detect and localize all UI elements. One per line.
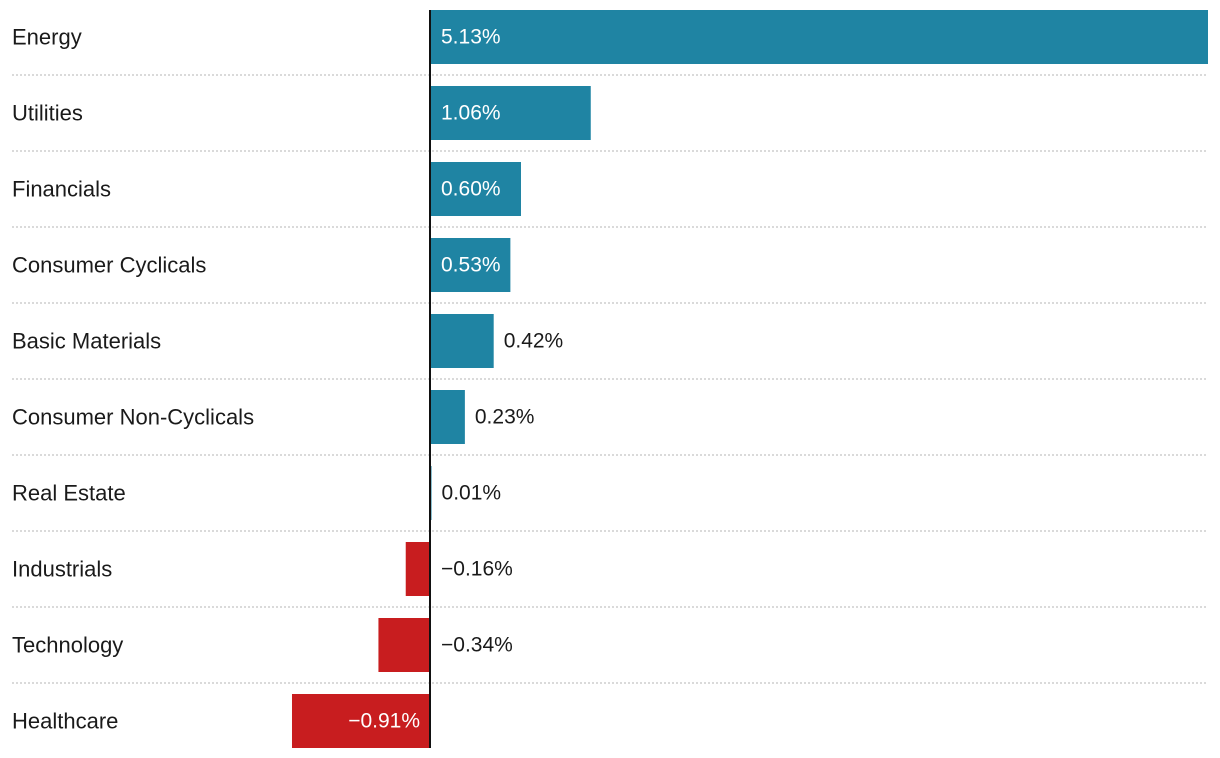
value-label: 0.23% bbox=[475, 406, 535, 429]
value-label: −0.91% bbox=[348, 710, 420, 733]
bar-row-consumer-non-cyclicals: Consumer Non-Cyclicals 0.23% bbox=[12, 390, 1208, 456]
bar-consumer-non-cyclicals bbox=[430, 390, 465, 444]
bar-basic-materials bbox=[430, 314, 494, 368]
value-label: −0.34% bbox=[441, 634, 513, 657]
bar-utilities bbox=[430, 86, 591, 140]
value-label: −0.16% bbox=[441, 558, 513, 581]
category-label: Consumer Cyclicals bbox=[12, 253, 206, 278]
category-label: Basic Materials bbox=[12, 329, 161, 354]
bar-row-consumer-cyclicals: Consumer Cyclicals 0.53% bbox=[12, 238, 1208, 304]
category-label: Energy bbox=[12, 25, 82, 50]
bar-consumer-cyclicals bbox=[430, 238, 511, 292]
bar-row-technology: Technology −0.34% bbox=[12, 618, 1208, 684]
value-label: 0.42% bbox=[504, 330, 564, 353]
bar-industrials bbox=[405, 542, 430, 596]
category-label: Technology bbox=[12, 633, 123, 658]
category-label: Consumer Non-Cyclicals bbox=[12, 405, 254, 430]
bar-row-utilities: Utilities 1.06% bbox=[12, 86, 1208, 152]
category-label: Industrials bbox=[12, 557, 112, 582]
category-label: Real Estate bbox=[12, 481, 126, 506]
bar-financials bbox=[430, 162, 521, 216]
category-label: Financials bbox=[12, 177, 111, 202]
bar-energy bbox=[430, 10, 1208, 64]
bar-row-energy: Energy 5.13% bbox=[12, 10, 1208, 76]
value-label: 0.01% bbox=[442, 482, 502, 505]
bar-row-healthcare: Healthcare −0.91% bbox=[12, 694, 430, 748]
chart-rows: Energy 5.13% Utilities 1.06% Financials 0.60%… bbox=[12, 10, 1208, 748]
bar-row-industrials: Industrials −0.16% bbox=[12, 542, 1208, 608]
value-label: 1.06% bbox=[441, 102, 501, 125]
bar-row-financials: Financials 0.60% bbox=[12, 162, 1208, 228]
bar-row-basic-materials: Basic Materials 0.42% bbox=[12, 314, 1208, 380]
category-label: Utilities bbox=[12, 101, 83, 126]
bar-technology bbox=[378, 618, 430, 672]
value-label: 5.13% bbox=[441, 26, 501, 49]
category-label: Healthcare bbox=[12, 709, 118, 734]
value-label: 0.60% bbox=[441, 178, 501, 201]
bar-row-real-estate: Real Estate 0.01% bbox=[12, 466, 1208, 532]
value-label: 0.53% bbox=[441, 254, 501, 277]
bar-healthcare bbox=[291, 694, 430, 748]
